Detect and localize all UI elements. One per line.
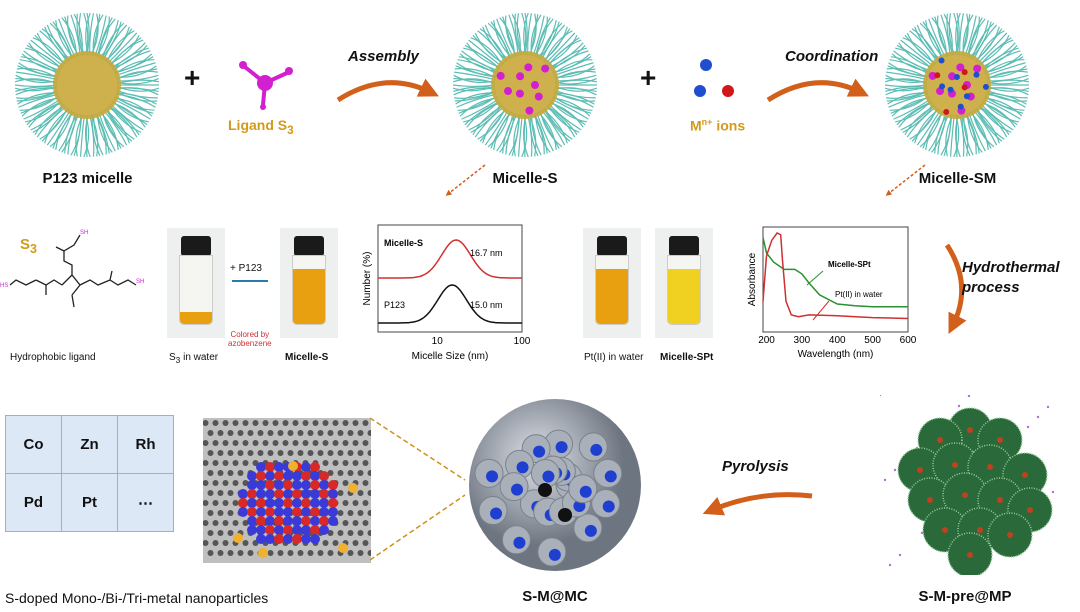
vial1-caption: S3 in water bbox=[169, 352, 219, 365]
hydrophobic-ligand-caption: Hydrophobic ligand bbox=[10, 352, 96, 363]
zoom-dashed-lines bbox=[370, 417, 466, 561]
series-label: Micelle-S bbox=[384, 238, 423, 248]
vial-micelle-spt bbox=[655, 228, 713, 338]
colored-by-azobenzene-note: Colored by azobenzene bbox=[228, 330, 272, 348]
x-tick-label: 300 bbox=[794, 335, 811, 346]
series-line-1 bbox=[378, 284, 522, 324]
uv-vis-chart: Micelle-SPt Pt(II) in water 200 300 400 500 60… bbox=[747, 226, 917, 360]
vial2-caption: Micelle-S bbox=[285, 352, 329, 363]
series-label: Pt(II) in water bbox=[835, 290, 883, 299]
micelle-sm-image bbox=[884, 12, 1030, 158]
y-axis-label: Absorbance bbox=[747, 252, 758, 306]
x-tick-label: 500 bbox=[864, 335, 881, 346]
blue-arrow bbox=[232, 280, 268, 282]
x-axis-label: Wavelength (nm) bbox=[798, 349, 874, 360]
hydrothermal-arrow bbox=[944, 243, 967, 334]
x-tick-label: 400 bbox=[829, 335, 846, 346]
sh-label-1: SH bbox=[136, 279, 144, 285]
series-line-0 bbox=[762, 237, 908, 308]
nanoparticle-image bbox=[203, 418, 371, 563]
metal-cell: ⋯ bbox=[117, 473, 174, 532]
coordination-label: Coordination bbox=[785, 48, 879, 65]
s3-chemical-structure: SH SH HS bbox=[0, 230, 144, 308]
pointer-line bbox=[812, 300, 830, 321]
s-m-pre-mp-cluster-image bbox=[880, 395, 1055, 575]
coordination-arrow bbox=[766, 78, 869, 103]
hydrothermal-process-label: Hydrothermal process bbox=[962, 259, 1060, 296]
s-m-pre-mp-label: S-M-pre@MP bbox=[918, 588, 1012, 605]
ligand-s3-icon bbox=[239, 61, 293, 110]
peak-annotation: 15.0 nm bbox=[470, 300, 503, 310]
metal-ions-icon bbox=[694, 59, 734, 97]
s-m-mc-sphere-image bbox=[469, 399, 641, 571]
metal-cell: Rh bbox=[117, 415, 174, 474]
metal-table: Co Zn Rh Pd Pt ⋯ bbox=[5, 415, 174, 532]
metal-cell: Pt bbox=[61, 473, 118, 532]
s3-label: S3 bbox=[20, 236, 37, 256]
dashed-arrow-2 bbox=[885, 164, 926, 196]
nanoparticle-caption: S-doped Mono-/Bi-/Tri-metal nanoparticle… bbox=[5, 590, 269, 606]
table-row: Co Zn Rh bbox=[5, 415, 174, 474]
p123-micelle-image bbox=[14, 12, 160, 158]
dls-chart: Micelle-S 16.7 nm P123 15.0 nm 10 100 Micelle … bbox=[362, 224, 531, 362]
hs-label: HS bbox=[0, 283, 8, 289]
pointer-line bbox=[806, 270, 824, 286]
plus-p123-label: + P123 bbox=[230, 263, 262, 274]
x-tick-label: 200 bbox=[758, 335, 775, 346]
metal-cell: Pd bbox=[5, 473, 62, 532]
x-tick-label: 600 bbox=[900, 335, 917, 346]
vial-s3-in-water bbox=[167, 228, 225, 338]
p123-micelle-label: P123 micelle bbox=[42, 170, 133, 187]
series-line-0 bbox=[378, 239, 522, 279]
plot-frame bbox=[762, 226, 909, 333]
sh-label-2: SH bbox=[80, 230, 88, 236]
vial3-caption: Pt(II) in water bbox=[584, 352, 644, 363]
plus-sign-2: + bbox=[640, 62, 657, 93]
micelle-s-image bbox=[452, 12, 598, 158]
pyrolysis-arrow bbox=[702, 492, 813, 516]
y-axis-label: Number (%) bbox=[362, 252, 373, 306]
dashed-arrow-1 bbox=[445, 164, 486, 196]
table-row: Pd Pt ⋯ bbox=[5, 473, 174, 532]
micelle-sm-label: Micelle-SM bbox=[918, 170, 997, 187]
metal-cell: Zn bbox=[61, 415, 118, 474]
pyrolysis-label: Pyrolysis bbox=[722, 458, 789, 475]
series-line-1 bbox=[762, 232, 909, 320]
s-m-mc-label: S-M@MC bbox=[522, 588, 588, 605]
peak-annotation: 16.7 nm bbox=[470, 248, 503, 258]
assembly-label: Assembly bbox=[348, 48, 419, 65]
vial-micelle-s bbox=[280, 228, 338, 338]
metal-cell: Co bbox=[5, 415, 62, 474]
series-label: P123 bbox=[384, 300, 405, 310]
metal-ions-label: Mn+ ions bbox=[690, 117, 746, 134]
plus-sign: + bbox=[184, 62, 201, 93]
ligand-s3-label: Ligand S3 bbox=[228, 117, 294, 137]
x-tick-label: 100 bbox=[514, 336, 531, 347]
micelle-s-label: Micelle-S bbox=[492, 170, 558, 187]
series-label: Micelle-SPt bbox=[828, 260, 871, 269]
vial-pt-in-water bbox=[583, 228, 641, 338]
x-tick-label: 10 bbox=[432, 336, 444, 347]
x-axis-label: Micelle Size (nm) bbox=[412, 351, 489, 362]
assembly-arrow bbox=[336, 78, 439, 103]
vial4-caption: Micelle-SPt bbox=[660, 352, 714, 363]
